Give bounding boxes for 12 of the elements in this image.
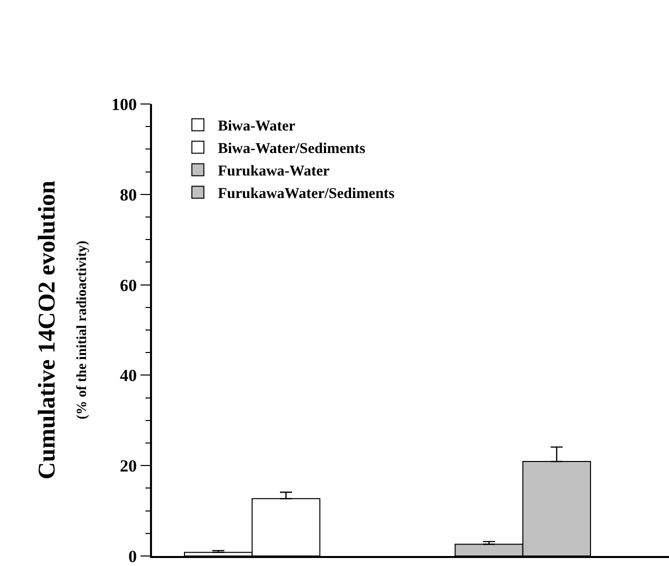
- y-tick-label: 80: [120, 185, 137, 204]
- y-tick-label: 40: [120, 366, 137, 386]
- y-axis-title: Cumulative 14CO2 evolution: [34, 180, 61, 480]
- legend-label: Furukawa-Water: [218, 164, 330, 180]
- y-tick-label: 20: [120, 456, 137, 476]
- text: (% of the initial radioactivity): [74, 240, 90, 420]
- legend-label: Biwa-Water: [218, 118, 296, 135]
- legend-label: FurukawaWater/Sediments: [218, 186, 395, 202]
- y-tick-label: 60: [120, 276, 137, 295]
- legend-label: Biwa-Water/Sediments: [218, 141, 366, 158]
- y-tick-label: 0: [128, 546, 137, 566]
- y-tick-label: 100: [111, 94, 137, 114]
